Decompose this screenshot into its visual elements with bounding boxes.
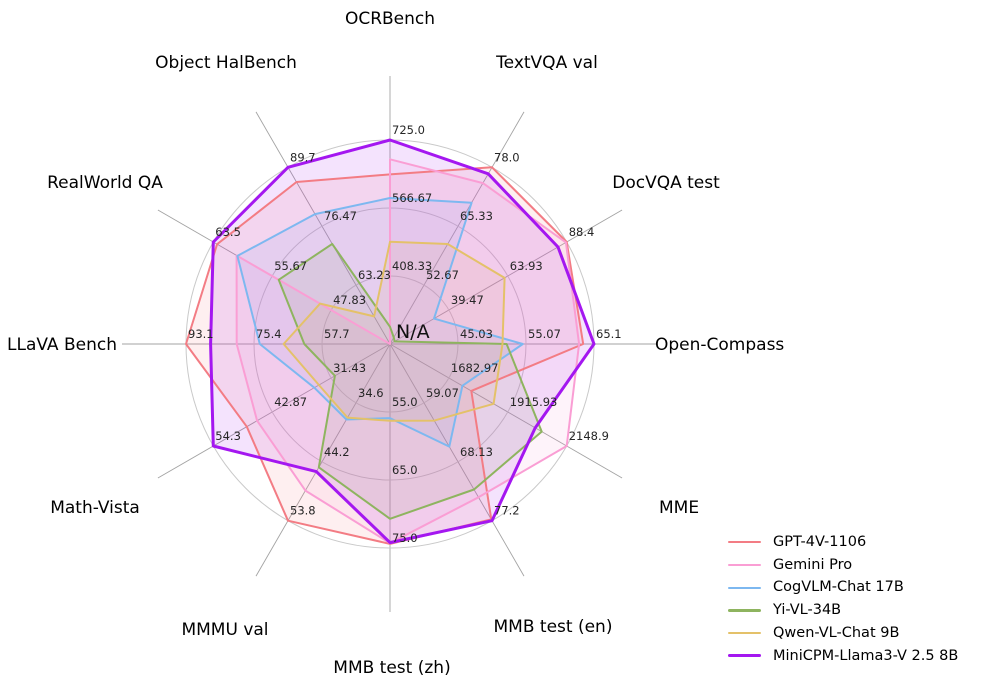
tick-label-mmb-test-en-1: 68.13 — [460, 445, 493, 459]
chart-legend: GPT-4V-1106 Gemini Pro CogVLM-Chat 17B Yi-V… — [728, 531, 958, 667]
axis-label-docvqa-test: DocVQA test — [612, 173, 720, 193]
legend-swatch-gpt-4v-1106 — [728, 541, 761, 544]
tick-label-docvqa-test-2: 88.4 — [569, 225, 595, 239]
tick-label-mmb-test-zh-0: 55.0 — [392, 395, 418, 409]
tick-label-ocrbench-1: 566.67 — [392, 191, 432, 205]
axis-spoke-docvqa-test — [389, 209, 623, 345]
series-fill-gpt-4v-1106 — [186, 167, 584, 544]
axis-spoke-mme — [389, 343, 623, 479]
axis-label-object-halbench: Object HalBench — [155, 53, 297, 73]
tick-label-ocrbench-0: 408.33 — [392, 259, 432, 273]
tick-label-docvqa-test-1: 63.93 — [510, 259, 543, 273]
axis-spoke-math-vista — [157, 343, 391, 479]
axis-label-math-vista: Math-Vista — [50, 498, 140, 518]
axis-spoke-mmb-test-en — [389, 343, 525, 577]
axis-spoke-textvqa-val — [389, 111, 525, 345]
tick-label-ocrbench-2: 725.0 — [392, 123, 425, 137]
axis-label-open-compass: Open-Compass — [655, 335, 784, 355]
tick-label-math-vista-0: 31.43 — [333, 361, 366, 375]
series-line-yi-vl-34b — [277, 242, 543, 520]
legend-label: Yi-VL-34B — [773, 602, 842, 619]
tick-label-mmb-test-zh-2: 75.0 — [392, 531, 418, 545]
tick-label-llava-bench-0: 57.7 — [324, 327, 350, 341]
axis-label-mmmu-val: MMMU val — [181, 620, 268, 640]
tick-label-math-vista-2: 54.3 — [215, 429, 241, 443]
tick-label-mmmu-val-2: 53.8 — [290, 504, 316, 518]
tick-label-mme-1: 1915.93 — [510, 395, 558, 409]
tick-label-realworld-qa-0: 47.83 — [333, 293, 366, 307]
axis-spoke-object-halbench — [255, 111, 391, 345]
tick-label-textvqa-val-1: 65.33 — [460, 209, 493, 223]
tick-label-object-halbench-2: 89.7 — [290, 150, 316, 164]
legend-label: MiniCPM-Llama3-V 2.5 8B — [773, 647, 959, 664]
tick-label-mmb-test-zh-1: 65.0 — [392, 463, 418, 477]
tick-label-mmb-test-en-2: 77.2 — [494, 504, 520, 518]
legend-label: CogVLM-Chat 17B — [773, 579, 904, 596]
legend-item-qwen-vl-chat-9b: Qwen-VL-Chat 9B — [728, 622, 958, 645]
legend-item-minicpm-llama3-v-2-5-8b: MiniCPM-Llama3-V 2.5 8B — [728, 644, 958, 667]
axis-label-textvqa-val: TextVQA val — [495, 53, 598, 73]
legend-label: Qwen-VL-Chat 9B — [773, 624, 900, 641]
axis-label-ocrbench: OCRBench — [345, 9, 435, 29]
legend-item-gemini-pro: Gemini Pro — [728, 554, 958, 577]
tick-label-llava-bench-1: 75.4 — [256, 327, 282, 341]
legend-swatch-minicpm-llama3-v-2-5-8b — [728, 654, 761, 658]
center-na-label: N/A — [396, 321, 430, 343]
axis-label-llava-bench: LLaVA Bench — [7, 335, 117, 355]
tick-label-llava-bench-2: 93.1 — [188, 327, 214, 341]
tick-label-mme-0: 1682.97 — [451, 361, 499, 375]
tick-label-math-vista-1: 42.87 — [274, 395, 307, 409]
legend-swatch-gemini-pro — [728, 563, 761, 567]
series-line-qwen-vl-chat-9b — [282, 240, 506, 422]
tick-label-object-halbench-0: 63.23 — [358, 268, 391, 282]
series-fill-qwen-vl-chat-9b — [283, 241, 505, 421]
axis-spoke-mmmu-val — [255, 343, 391, 577]
tick-label-textvqa-val-0: 52.67 — [426, 268, 459, 282]
series-line-minicpm-llama3-v-2-5-8b — [209, 138, 596, 545]
legend-item-gpt-4v-1106: GPT-4V-1106 — [728, 531, 958, 554]
legend-swatch-qwen-vl-chat-9b — [728, 632, 761, 635]
legend-swatch-yi-vl-34b — [728, 609, 761, 612]
legend-label: GPT-4V-1106 — [773, 534, 867, 551]
tick-label-mme-2: 2148.9 — [569, 429, 609, 443]
tick-label-open-compass-0: 45.03 — [460, 327, 493, 341]
tick-label-mmb-test-en-0: 59.07 — [426, 386, 459, 400]
tick-label-object-halbench-1: 76.47 — [324, 209, 357, 223]
legend-item-cogvlm-chat-17b: CogVLM-Chat 17B — [728, 576, 958, 599]
tick-label-open-compass-2: 65.1 — [596, 327, 622, 341]
series-fill-yi-vl-34b — [278, 243, 542, 519]
tick-label-mmmu-val-1: 44.2 — [324, 445, 350, 459]
tick-label-mmmu-val-0: 34.6 — [358, 386, 384, 400]
legend-label: Gemini Pro — [773, 556, 853, 573]
tick-label-realworld-qa-2: 63.5 — [215, 225, 241, 239]
legend-item-yi-vl-34b: Yi-VL-34B — [728, 599, 958, 622]
series-line-cogvlm-chat-17b — [236, 197, 524, 448]
tick-label-textvqa-val-2: 78.0 — [494, 150, 520, 164]
tick-label-docvqa-test-0: 39.47 — [451, 293, 484, 307]
legend-swatch-cogvlm-chat-17b — [728, 586, 761, 589]
axis-label-mme: MME — [659, 498, 699, 518]
axis-label-mmb-test-zh: MMB test (zh) — [333, 658, 450, 678]
tick-label-open-compass-1: 55.07 — [528, 327, 561, 341]
axis-label-mmb-test-en: MMB test (en) — [494, 617, 613, 637]
axis-label-realworld-qa: RealWorld QA — [47, 173, 163, 193]
tick-label-realworld-qa-1: 55.67 — [274, 259, 307, 273]
